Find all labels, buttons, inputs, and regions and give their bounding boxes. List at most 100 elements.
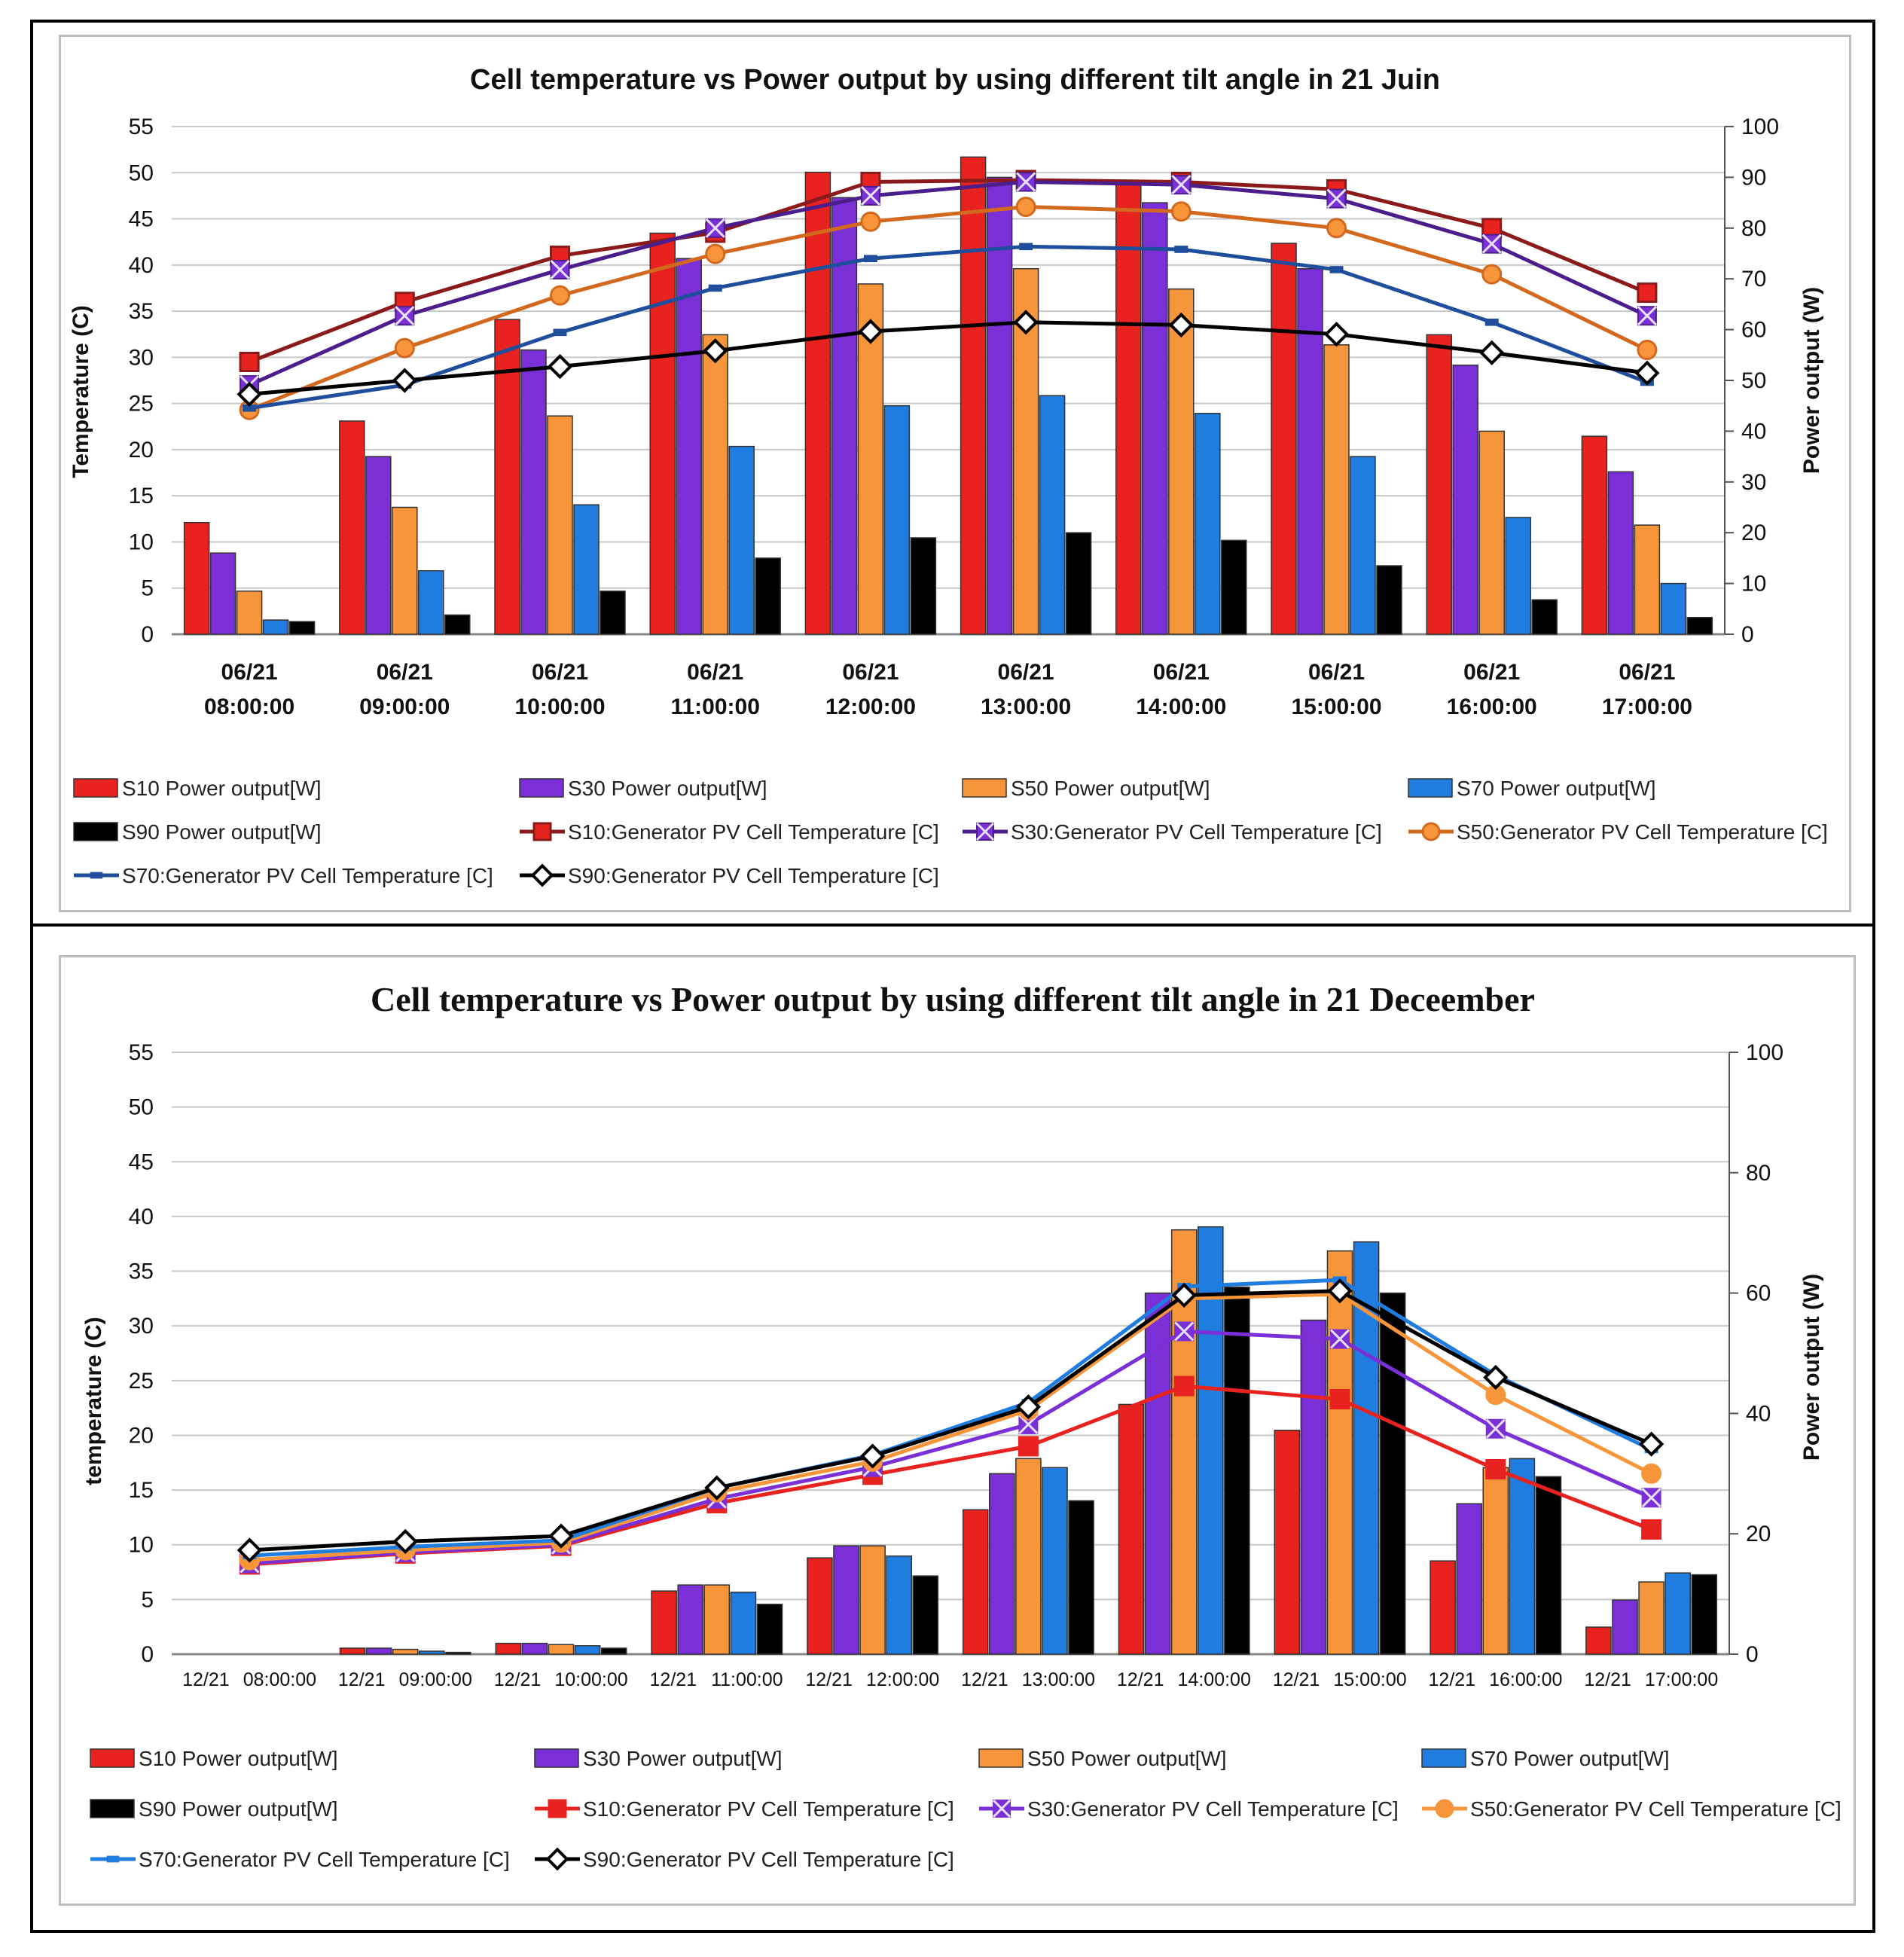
- december-bar-s50: [1015, 1458, 1042, 1655]
- june-line-s30: [249, 180, 1648, 387]
- june-y2-axis-label: Power output (W): [1799, 287, 1824, 474]
- june-legend-label: S50 Power output[W]: [1011, 777, 1210, 800]
- december-bar-s50: [392, 1648, 419, 1655]
- december-point-s90: [548, 1523, 574, 1549]
- june-legend-swatch: [962, 778, 1007, 798]
- june-bar-s30: [1607, 471, 1634, 635]
- december-bar-s30: [1300, 1319, 1327, 1655]
- december-x-tick-label: 16:00:00: [1489, 1669, 1562, 1690]
- december-bar-s30: [1456, 1503, 1483, 1655]
- december-bar-s50: [859, 1545, 886, 1655]
- june-bar-s90: [1065, 532, 1092, 635]
- june-bar-s90: [910, 537, 937, 635]
- december-legend-label: S70:Generator PV Cell Temperature [C]: [139, 1848, 510, 1871]
- december-legend-label: S90 Power output[W]: [139, 1797, 338, 1821]
- december-bar-s30: [521, 1642, 548, 1655]
- june-point-s90: [392, 368, 417, 393]
- december-bar-s70: [1509, 1458, 1536, 1655]
- june-point-s90: [236, 381, 262, 408]
- june-x-tick-label: 16:00:00: [1447, 695, 1537, 719]
- december-bar-s50: [548, 1644, 575, 1655]
- june-point-s90: [547, 353, 573, 380]
- june-point-s50: [860, 211, 881, 232]
- june-legend-entry: S50:Generator PV Cell Temperature [C]: [1408, 820, 1828, 844]
- december-legend-marker: [545, 1847, 569, 1871]
- june-bar-s10: [1581, 435, 1608, 635]
- june-legend-label: S70:Generator PV Cell Temperature [C]: [122, 864, 493, 887]
- june-bar-s10: [804, 171, 831, 635]
- december-bar-s90: [912, 1575, 939, 1655]
- december-legend-entry: S10 Power output[W]: [90, 1747, 338, 1770]
- june-point-s90: [1634, 360, 1660, 386]
- june-x-tick-label: 06/21: [842, 660, 899, 685]
- june-y2-tick-label: 70: [1741, 267, 1766, 292]
- june-bar-s10: [339, 420, 365, 635]
- june-point-s50: [1015, 197, 1036, 218]
- june-y-tick-label: 25: [129, 392, 154, 417]
- june-y2-tick-label: 90: [1741, 165, 1766, 190]
- june-x-tick-label: 13:00:00: [981, 695, 1071, 719]
- june-legend-swatch: [519, 778, 564, 798]
- december-x-tick-label: 12:00:00: [866, 1669, 939, 1690]
- december-point-s10: [1329, 1389, 1350, 1410]
- december-bar-s10: [1118, 1403, 1145, 1655]
- june-x-tick-label: 06/21: [221, 660, 278, 685]
- december-point-s30: [1641, 1488, 1661, 1508]
- december-point-s90: [392, 1528, 418, 1554]
- june-bar-s90: [600, 590, 626, 635]
- december-legend-swatch: [534, 1748, 579, 1768]
- december-x-tick-label: 12/21: [338, 1669, 386, 1690]
- june-legend-label: S50:Generator PV Cell Temperature [C]: [1457, 820, 1828, 844]
- june-y-tick-label: 20: [129, 438, 154, 463]
- june-legend-marker: [1421, 822, 1441, 841]
- june-bar-s10: [183, 521, 210, 635]
- june-legend-marker: [975, 822, 995, 841]
- june-legend-label: S70 Power output[W]: [1457, 777, 1656, 800]
- june-point-s70: [1329, 266, 1344, 273]
- december-x-tick-label: 15:00:00: [1333, 1669, 1406, 1690]
- december-y-tick-label: 15: [129, 1478, 154, 1503]
- june-legend-label: S30:Generator PV Cell Temperature [C]: [1011, 820, 1382, 844]
- june-legend-entry: S90:Generator PV Cell Temperature [C]: [520, 863, 939, 887]
- june-bar-s10: [1115, 182, 1142, 635]
- june-x-tick-label: 06/21: [1153, 660, 1210, 685]
- december-y-tick-label: 10: [129, 1533, 154, 1558]
- december-x-tick-label: 12/21: [961, 1669, 1008, 1690]
- june-bar-s70: [883, 405, 911, 635]
- june-x-tick-label: 06/21: [532, 660, 588, 685]
- december-bar-s30: [989, 1473, 1015, 1655]
- june-point-s50: [1170, 201, 1192, 222]
- december-legend-entry: S30:Generator PV Cell Temperature [C]: [979, 1797, 1399, 1821]
- december-bar-s70: [1197, 1226, 1224, 1655]
- june-x-tick-label: 06/21: [1463, 660, 1520, 685]
- june-bar-s10: [1271, 243, 1297, 635]
- june-line-s90: [249, 320, 1648, 396]
- june-point-s50: [550, 285, 570, 306]
- december-bar-s90: [1224, 1286, 1250, 1655]
- june-point-s30: [705, 218, 725, 238]
- june-bar-s50: [236, 590, 263, 635]
- june-point-s70: [708, 284, 722, 292]
- june-point-s70: [1484, 318, 1499, 326]
- june-bar-s30: [986, 176, 1013, 635]
- june-bar-s70: [1039, 395, 1066, 635]
- june-legend-label: S30 Power output[W]: [568, 777, 767, 800]
- june-y-tick-label: 50: [129, 160, 154, 185]
- june-y-tick-label: 15: [129, 484, 154, 508]
- june-y-tick-label: 5: [141, 576, 154, 601]
- december-point-s30: [1485, 1418, 1506, 1439]
- june-point-s10: [239, 351, 260, 372]
- june-y2-tick-label: 30: [1741, 470, 1766, 495]
- december-bar-s90: [756, 1603, 783, 1655]
- june-bar-s30: [1142, 202, 1168, 635]
- june-bar-s90: [755, 557, 781, 635]
- december-line-s90: [249, 1289, 1652, 1552]
- june-bar-s70: [573, 504, 600, 635]
- december-line-s50: [249, 1292, 1652, 1562]
- june-point-s50: [394, 337, 415, 359]
- june-bar-s50: [702, 334, 728, 635]
- june-point-s90: [1168, 312, 1194, 338]
- december-bar-s10: [651, 1590, 677, 1655]
- december-x-tick-label: 17:00:00: [1645, 1669, 1718, 1690]
- june-bar-s30: [365, 456, 392, 635]
